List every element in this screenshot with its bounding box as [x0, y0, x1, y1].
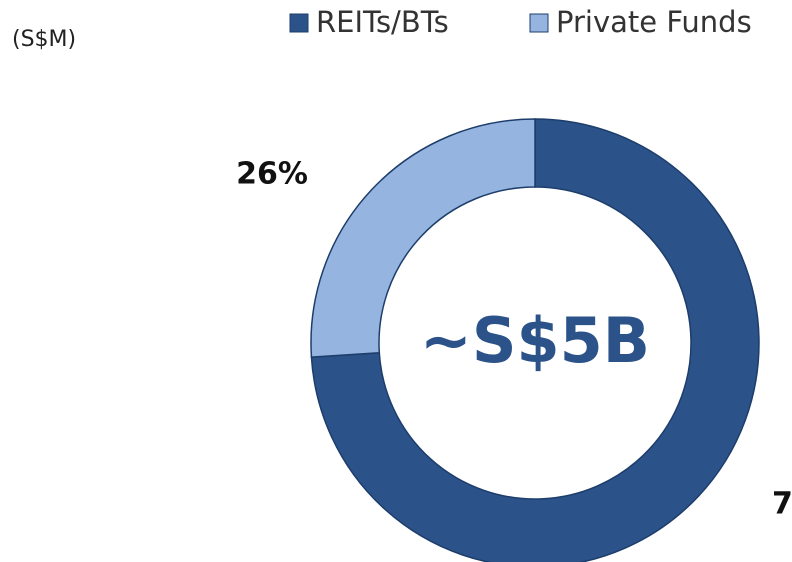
unit-label: (S$M)	[12, 27, 76, 52]
data-label: 74%	[772, 487, 792, 522]
donut-slice	[310, 118, 536, 358]
center-label: ~S$5B	[420, 304, 650, 377]
legend-label: REITs/BTs	[316, 5, 449, 39]
donut-slice	[310, 118, 760, 562]
legend-label: Private Funds	[556, 5, 752, 39]
legend-swatch	[529, 13, 549, 33]
data-label: 26%	[236, 157, 308, 192]
legend-swatch	[289, 13, 309, 33]
